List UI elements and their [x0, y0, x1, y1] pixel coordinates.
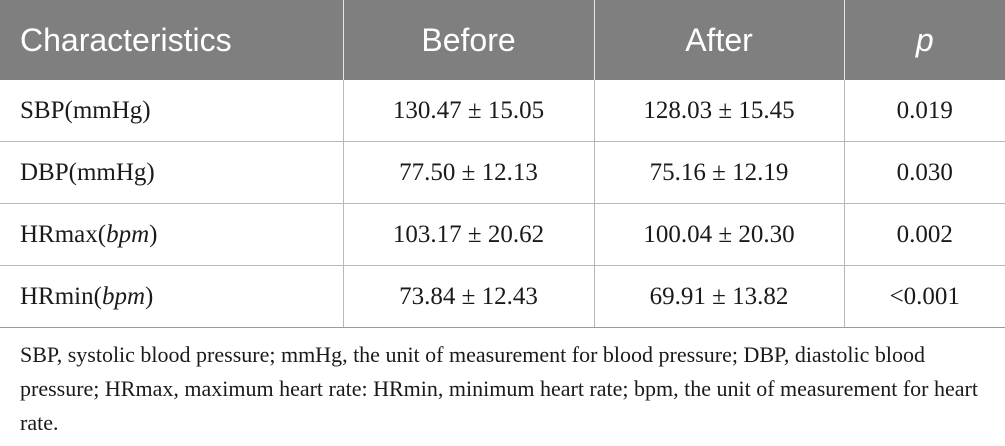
header-after: After — [594, 0, 845, 80]
table-row: HRmin(bpm) 73.84 ± 12.43 69.91 ± 13.82 <… — [0, 265, 1005, 328]
header-before: Before — [343, 0, 595, 80]
characteristic-unit: bpm — [106, 220, 150, 248]
table-row: SBP(mmHg) 130.47 ± 15.05 128.03 ± 15.45 … — [0, 80, 1005, 142]
characteristics-table: Characteristics Before After p SBP(mmHg)… — [0, 0, 1005, 328]
characteristic-name: HRmax — [20, 220, 98, 248]
row-p-value: <0.001 — [844, 265, 1005, 328]
row-characteristic: HRmax(bpm) — [0, 203, 344, 266]
row-before-value: 103.17 ± 20.62 — [343, 203, 595, 266]
row-after-value: 100.04 ± 20.30 — [594, 203, 845, 266]
characteristic-name: SBP — [20, 96, 65, 124]
characteristic-name: DBP — [20, 158, 69, 186]
row-after-value: 69.91 ± 13.82 — [594, 265, 845, 328]
data-table-container: Characteristics Before After p SBP(mmHg)… — [0, 0, 1005, 328]
characteristic-name: HRmin — [20, 282, 94, 310]
table-row: DBP(mmHg) 77.50 ± 12.13 75.16 ± 12.19 0.… — [0, 141, 1005, 204]
row-after-value: 128.03 ± 15.45 — [594, 80, 845, 142]
row-p-value: 0.030 — [844, 141, 1005, 204]
row-characteristic: SBP(mmHg) — [0, 80, 344, 142]
table-body: SBP(mmHg) 130.47 ± 15.05 128.03 ± 15.45 … — [0, 80, 1005, 328]
characteristic-unit: mmHg — [76, 158, 147, 186]
table-footnote: SBP, systolic blood pressure; mmHg, the … — [20, 342, 978, 435]
row-characteristic: HRmin(bpm) — [0, 265, 344, 328]
row-p-value: 0.019 — [844, 80, 1005, 142]
table-row: HRmax(bpm) 103.17 ± 20.62 100.04 ± 20.30… — [0, 203, 1005, 266]
row-before-value: 77.50 ± 12.13 — [343, 141, 595, 204]
characteristic-unit: bpm — [101, 282, 146, 310]
row-before-value: 73.84 ± 12.43 — [343, 265, 595, 328]
row-characteristic: DBP(mmHg) — [0, 141, 344, 204]
table-header: Characteristics Before After p — [0, 0, 1005, 80]
header-characteristics: Characteristics — [0, 0, 344, 80]
characteristic-unit: mmHg — [72, 96, 143, 124]
header-row: Characteristics Before After p — [0, 0, 1005, 80]
row-p-value: 0.002 — [844, 203, 1005, 266]
row-after-value: 75.16 ± 12.19 — [594, 141, 845, 204]
row-before-value: 130.47 ± 15.05 — [343, 80, 595, 142]
header-p-value: p — [844, 0, 1005, 80]
